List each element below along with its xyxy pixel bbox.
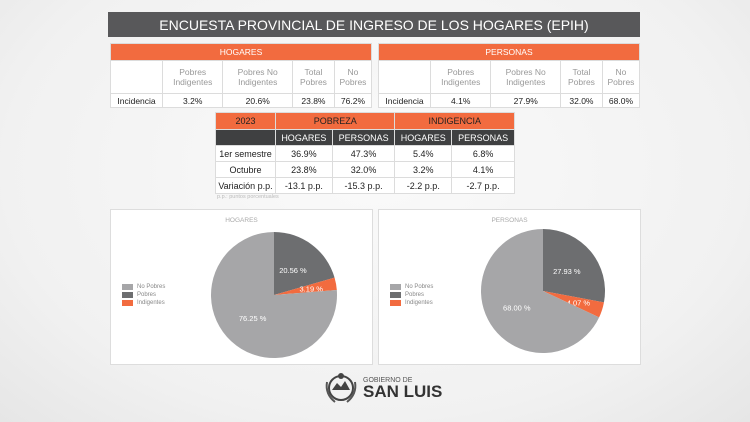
col-header: Pobres Indigentes [161,60,224,94]
row-label: Incidencia [378,93,431,108]
pie-chart-personas: PERSONAS No Pobres Pobres Indigentes 27.… [378,209,641,365]
cell: 3.2% [394,161,453,178]
chart-title: HOGARES [225,217,258,224]
cell: 3.2% [161,93,224,108]
cell: 27.9% [490,93,561,108]
pie-slice-pobres [543,229,605,303]
data-label: 3.19 % [300,284,324,293]
pie-svg: 27.93 % 4.07 % 68.00 % [481,229,605,353]
chart-title: PERSONAS [491,217,528,224]
row-label: 1er semestre [215,145,276,162]
personas-header: PERSONAS [378,43,640,61]
pie-svg: 20.56 % 3.19 % 76.25 % [211,232,337,358]
subcol-header: HOGARES [275,129,333,146]
hogares-table: HOGARES Pobres Indigentes Pobres No Indig… [110,43,373,108]
group-header: INDIGENCIA [394,112,515,130]
cell: 5.4% [394,145,453,162]
logo-line1: GOBIERNO DE [363,376,413,384]
table-row: Variación p.p. -13.1 p.p. -15.3 p.p. -2.2 p… [215,177,515,194]
legend-item: No Pobres [122,283,165,291]
pie-slice-no-pobres [481,229,600,353]
legend-item: Indigentes [390,299,433,307]
coat-of-arms-icon [325,373,357,403]
cell: 68.0% [601,93,641,108]
page-title: ENCUESTA PROVINCIAL DE INGRESO DE LOS HO… [108,12,640,37]
legend-item: No Pobres [390,283,433,291]
logo-line2: SAN LUIS [363,381,443,401]
comparison-table: 2023 POBREZA INDIGENCIA HOGARES PERSONAS HOG… [215,112,515,194]
cell: 23.8% [275,161,333,178]
cell: 47.3% [331,145,396,162]
subcol-header: PERSONAS [331,129,396,146]
chart-legend: No Pobres Pobres Indigentes [390,283,433,307]
col-header: No Pobres [333,60,373,94]
cell: 76.2% [333,93,373,108]
cell: -2.2 p.p. [394,177,453,194]
cell: 20.6% [222,93,293,108]
cell: 36.9% [275,145,333,162]
legend-item: Pobres [390,291,433,299]
legend-item: Pobres [122,291,165,299]
personas-table: PERSONAS Pobres Indigentes Pobres No Indi… [378,43,641,108]
data-label: 20.56 % [279,266,307,275]
pie-chart-hogares: HOGARES No Pobres Pobres Indigentes 20.5… [110,209,373,365]
gobierno-san-luis-logo: GOBIERNO DE SAN LUIS [323,370,442,406]
data-label: 4.07 % [567,298,591,307]
table-row: 1er semestre 36.9% 47.3% 5.4% 6.8% [215,145,515,162]
col-header: Pobres No Indigentes [222,60,293,94]
table-row: Octubre 23.8% 32.0% 3.2% 4.1% [215,161,515,178]
pie-slice-no-pobres [211,232,337,358]
cell: -15.3 p.p. [331,177,396,194]
data-label: 76.25 % [239,314,267,323]
footnote: p.p.: puntos porcentuales [217,194,279,200]
cell: 4.1% [451,161,515,178]
col-header: Pobres Indigentes [429,60,492,94]
pie-slice-indigentes [274,277,337,295]
cell: 23.8% [291,93,335,108]
cell: 32.0% [559,93,603,108]
cell: 4.1% [429,93,492,108]
hogares-header: HOGARES [110,43,372,61]
row-label: Incidencia [110,93,163,108]
cell: 32.0% [331,161,396,178]
row-label: Variación p.p. [215,177,276,194]
row-label: Octubre [215,161,276,178]
cell: -2.7 p.p. [451,177,515,194]
col-header: No Pobres [601,60,641,94]
subcol-header: PERSONAS [451,129,515,146]
year-header: 2023 [215,112,276,130]
col-header: Pobres No Indigentes [490,60,561,94]
data-label: 68.00 % [503,304,531,313]
data-label: 27.93 % [553,267,581,276]
cell: -13.1 p.p. [275,177,333,194]
cell: 6.8% [451,145,515,162]
pie-slice-pobres [274,232,335,295]
chart-legend: No Pobres Pobres Indigentes [122,283,165,307]
col-header: Total Pobres [559,60,603,94]
subcol-header: HOGARES [394,129,453,146]
legend-item: Indigentes [122,299,165,307]
pie-slice-indigentes [543,291,604,318]
col-header: Total Pobres [291,60,335,94]
group-header: POBREZA [274,112,396,130]
